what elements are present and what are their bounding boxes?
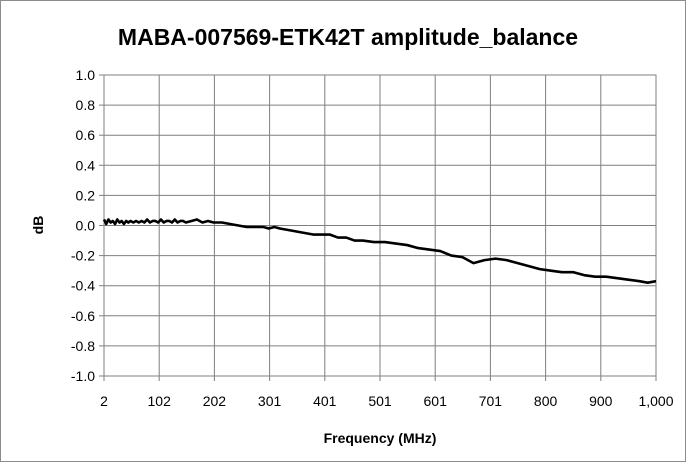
x-tick-label: 301 (258, 393, 282, 409)
tick-layer: 1.0 0.8 0.6 0.4 0.2 0.0 -0.2 -0.4 -0.6 -0.8 -1.0 2 1… (71, 67, 674, 409)
x-tick-label: 701 (479, 393, 503, 409)
y-tick-label: 0.0 (76, 218, 96, 234)
y-tick-label: -0.6 (71, 308, 95, 324)
x-tick-label: 900 (589, 393, 613, 409)
x-tick-label: 2 (100, 393, 108, 409)
x-tick-label: 401 (313, 393, 337, 409)
y-tick-label: -0.4 (71, 278, 95, 294)
y-tick-label: -0.2 (71, 248, 95, 264)
x-tick-label: 501 (368, 393, 392, 409)
y-tick-label: 0.6 (76, 127, 96, 143)
y-axis-label: dB (30, 216, 46, 235)
x-tick-label: 102 (148, 393, 172, 409)
y-tick-label: -0.8 (71, 338, 95, 354)
x-tick-label: 202 (203, 393, 227, 409)
x-tick-label: 1,000 (638, 393, 673, 409)
y-tick-label: 1.0 (76, 67, 96, 83)
series-layer (102, 218, 657, 284)
y-tick-label: 0.4 (76, 157, 96, 173)
data-series-line (102, 218, 657, 284)
x-tick-label: 800 (534, 393, 558, 409)
x-tick-label: 601 (424, 393, 448, 409)
x-axis-label: Frequency (MHz) (324, 430, 437, 446)
grid-layer (104, 75, 656, 376)
y-tick-label: 0.2 (76, 187, 96, 203)
y-tick-label: 0.8 (76, 97, 96, 113)
chart-title: MABA-007569-ETK42T amplitude_balance (118, 24, 578, 50)
y-tick-label: -1.0 (71, 368, 95, 384)
